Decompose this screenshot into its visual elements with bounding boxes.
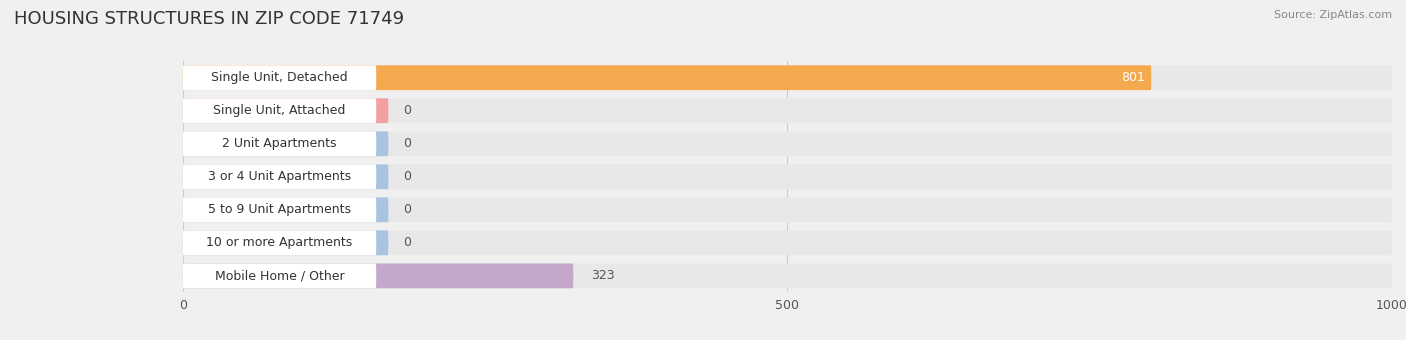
FancyBboxPatch shape bbox=[183, 65, 1392, 90]
Text: 0: 0 bbox=[404, 236, 411, 249]
FancyBboxPatch shape bbox=[183, 231, 377, 255]
Text: 10 or more Apartments: 10 or more Apartments bbox=[207, 236, 353, 249]
Text: 0: 0 bbox=[404, 104, 411, 117]
Text: 0: 0 bbox=[404, 203, 411, 216]
FancyBboxPatch shape bbox=[183, 98, 1392, 123]
Text: HOUSING STRUCTURES IN ZIP CODE 71749: HOUSING STRUCTURES IN ZIP CODE 71749 bbox=[14, 10, 404, 28]
FancyBboxPatch shape bbox=[183, 98, 377, 123]
Text: 2 Unit Apartments: 2 Unit Apartments bbox=[222, 137, 337, 150]
FancyBboxPatch shape bbox=[183, 165, 377, 189]
FancyBboxPatch shape bbox=[183, 198, 377, 222]
FancyBboxPatch shape bbox=[183, 65, 1152, 90]
Text: 0: 0 bbox=[404, 170, 411, 183]
Text: 323: 323 bbox=[592, 269, 614, 283]
FancyBboxPatch shape bbox=[183, 165, 388, 189]
Text: Source: ZipAtlas.com: Source: ZipAtlas.com bbox=[1274, 10, 1392, 20]
FancyBboxPatch shape bbox=[183, 165, 1392, 189]
Text: Mobile Home / Other: Mobile Home / Other bbox=[215, 269, 344, 283]
FancyBboxPatch shape bbox=[183, 231, 1392, 255]
Text: 0: 0 bbox=[404, 137, 411, 150]
Text: 5 to 9 Unit Apartments: 5 to 9 Unit Apartments bbox=[208, 203, 352, 216]
Text: Single Unit, Detached: Single Unit, Detached bbox=[211, 71, 347, 84]
FancyBboxPatch shape bbox=[183, 131, 388, 156]
Text: Single Unit, Attached: Single Unit, Attached bbox=[214, 104, 346, 117]
Text: 801: 801 bbox=[1122, 71, 1146, 84]
FancyBboxPatch shape bbox=[183, 264, 574, 288]
FancyBboxPatch shape bbox=[183, 198, 1392, 222]
Text: 3 or 4 Unit Apartments: 3 or 4 Unit Apartments bbox=[208, 170, 352, 183]
FancyBboxPatch shape bbox=[183, 198, 388, 222]
FancyBboxPatch shape bbox=[183, 231, 388, 255]
FancyBboxPatch shape bbox=[183, 98, 388, 123]
FancyBboxPatch shape bbox=[183, 264, 1392, 288]
FancyBboxPatch shape bbox=[183, 65, 377, 90]
FancyBboxPatch shape bbox=[183, 131, 377, 156]
FancyBboxPatch shape bbox=[183, 264, 377, 288]
FancyBboxPatch shape bbox=[183, 131, 1392, 156]
